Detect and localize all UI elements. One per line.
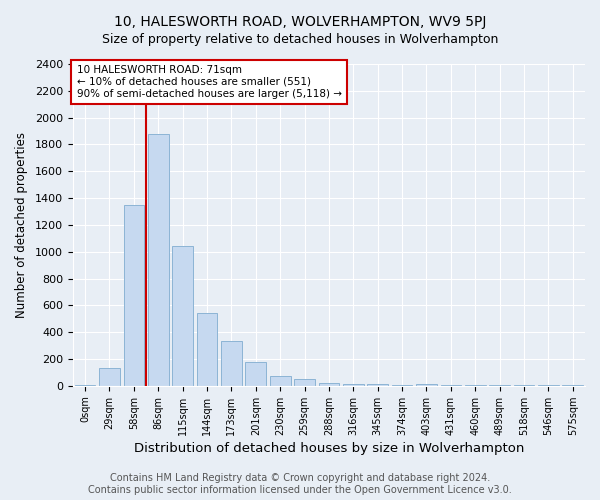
Text: 10 HALESWORTH ROAD: 71sqm
← 10% of detached houses are smaller (551)
90% of semi: 10 HALESWORTH ROAD: 71sqm ← 10% of detac… bbox=[77, 66, 341, 98]
Y-axis label: Number of detached properties: Number of detached properties bbox=[15, 132, 28, 318]
Bar bbox=[197, 313, 217, 386]
Bar bbox=[416, 384, 437, 386]
Bar bbox=[294, 379, 315, 386]
Text: Size of property relative to detached houses in Wolverhampton: Size of property relative to detached ho… bbox=[102, 32, 498, 46]
Bar bbox=[538, 385, 559, 386]
Bar bbox=[440, 385, 461, 386]
Bar bbox=[148, 134, 169, 386]
X-axis label: Distribution of detached houses by size in Wolverhampton: Distribution of detached houses by size … bbox=[134, 442, 524, 455]
Bar bbox=[172, 246, 193, 386]
Bar bbox=[343, 384, 364, 386]
Text: Contains HM Land Registry data © Crown copyright and database right 2024.
Contai: Contains HM Land Registry data © Crown c… bbox=[88, 474, 512, 495]
Bar bbox=[367, 384, 388, 386]
Bar bbox=[392, 385, 412, 386]
Bar bbox=[75, 385, 95, 386]
Bar bbox=[465, 385, 485, 386]
Bar bbox=[221, 341, 242, 386]
Bar bbox=[489, 385, 510, 386]
Bar bbox=[270, 376, 290, 386]
Bar bbox=[319, 383, 340, 386]
Bar bbox=[99, 368, 120, 386]
Text: 10, HALESWORTH ROAD, WOLVERHAMPTON, WV9 5PJ: 10, HALESWORTH ROAD, WOLVERHAMPTON, WV9 … bbox=[114, 15, 486, 29]
Bar bbox=[124, 205, 144, 386]
Bar bbox=[245, 362, 266, 386]
